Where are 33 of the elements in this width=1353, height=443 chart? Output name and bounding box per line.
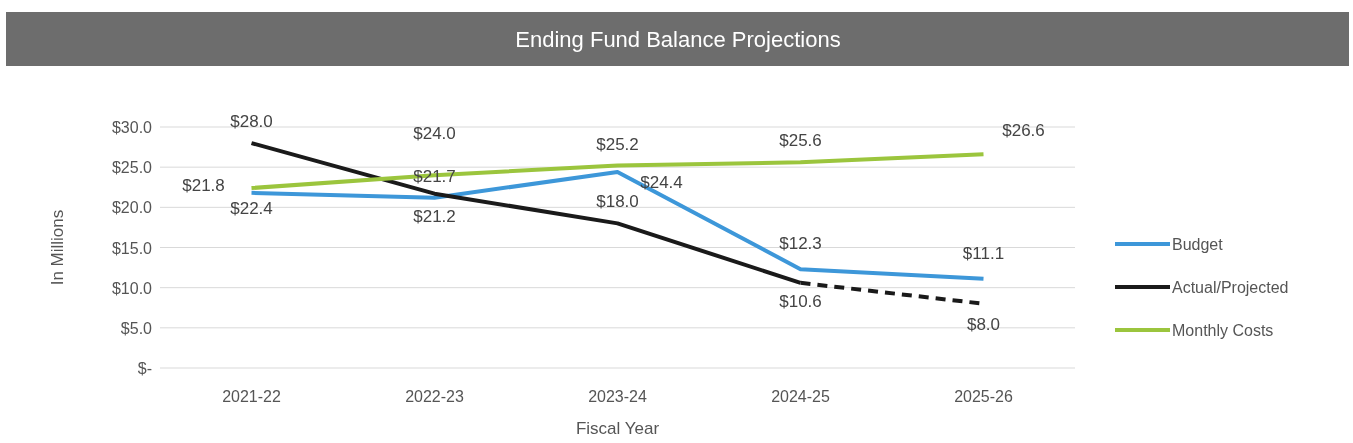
- data-label: $21.8: [182, 175, 225, 195]
- data-label: $21.2: [413, 206, 456, 226]
- data-label: $22.4: [230, 199, 273, 219]
- y-tick-label: $5.0: [120, 319, 153, 337]
- data-label: $25.6: [779, 131, 822, 151]
- x-tick-label: 2022-23: [405, 388, 464, 405]
- chart-title: Ending Fund Balance Projections: [515, 27, 841, 52]
- y-axis-title: In Millions: [48, 209, 67, 286]
- data-label: $25.2: [596, 134, 639, 154]
- y-tick-label: $20.0: [111, 199, 153, 217]
- x-tick-label: 2024-25: [771, 388, 830, 405]
- line-series: [249, 152, 986, 191]
- data-label: $18.0: [596, 192, 639, 212]
- data-label: $11.1: [962, 243, 1005, 263]
- x-tick-label: 2025-26: [954, 388, 1013, 405]
- y-tick-label: $15.0: [111, 239, 153, 257]
- y-tick-label: $-: [137, 360, 152, 377]
- data-label: $24.0: [413, 124, 456, 144]
- y-tick-label: $10.0: [111, 279, 153, 297]
- data-label: $10.6: [779, 291, 822, 311]
- x-axis-title: Fiscal Year: [575, 419, 660, 438]
- legend-label: Budget: [1172, 236, 1224, 253]
- data-label: $24.4: [640, 172, 683, 192]
- legend-label: Monthly Costs: [1172, 322, 1274, 339]
- x-tick-label: 2023-24: [588, 388, 647, 405]
- data-label: $8.0: [966, 314, 1001, 334]
- y-tick-label: $30.0: [111, 119, 153, 136]
- x-tick-label: 2021-22: [222, 388, 281, 405]
- y-tick-label: $25.0: [111, 159, 153, 177]
- data-label: $28.0: [230, 112, 273, 132]
- legend-label: Actual/Projected: [1172, 279, 1289, 296]
- data-label: $12.3: [779, 234, 822, 254]
- data-label: $26.6: [1002, 121, 1045, 141]
